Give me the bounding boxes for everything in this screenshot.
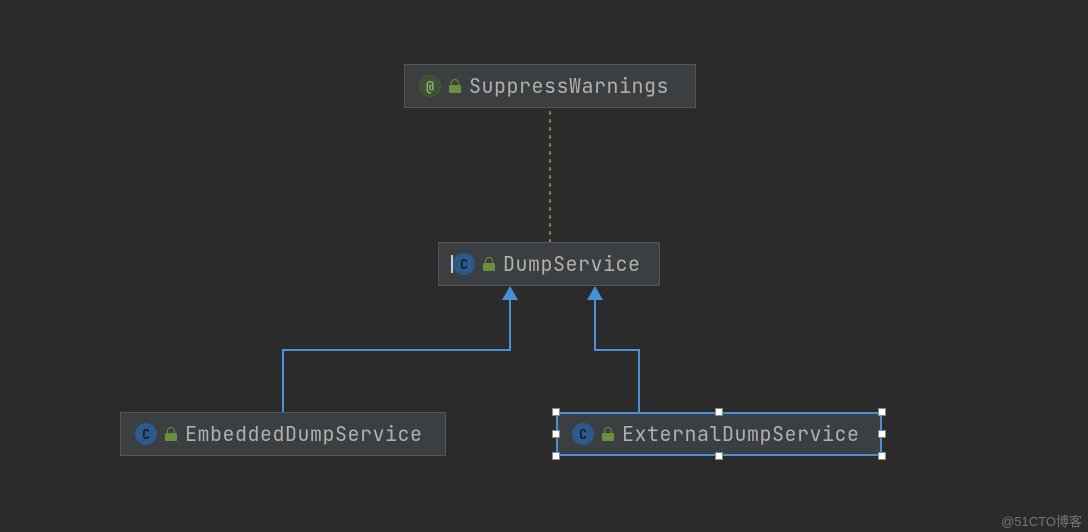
class-icon: C	[135, 423, 157, 445]
selection-handle[interactable]	[552, 430, 560, 438]
class-icon: C	[453, 253, 475, 275]
selection-handle[interactable]	[552, 452, 560, 460]
arrowhead-external	[587, 286, 603, 300]
selection-handle[interactable]	[878, 452, 886, 460]
node-label: EmbeddedDumpService	[185, 421, 423, 447]
class-icon: C	[572, 423, 594, 445]
edge-external-to-dump	[595, 296, 639, 412]
node-externaldumpservice[interactable]: C ExternalDumpService	[556, 412, 882, 456]
arrowhead-embedded	[502, 286, 518, 300]
node-label: ExternalDumpService	[622, 421, 860, 447]
selection-handle[interactable]	[715, 452, 723, 460]
selection-handle[interactable]	[715, 408, 723, 416]
selection-handle[interactable]	[552, 408, 560, 416]
selection-handle[interactable]	[878, 430, 886, 438]
annotation-icon: @	[419, 75, 441, 97]
node-label: DumpService	[503, 251, 641, 277]
watermark: @51CTO博客	[1001, 511, 1082, 530]
node-embeddeddumpservice[interactable]: C EmbeddedDumpService	[120, 412, 446, 456]
selection-handle[interactable]	[878, 408, 886, 416]
lock-icon	[449, 79, 461, 93]
lock-icon	[165, 427, 177, 441]
lock-icon	[483, 257, 495, 271]
node-label: SuppressWarnings	[469, 73, 669, 99]
edge-embedded-to-dump	[283, 296, 510, 412]
node-suppresswarnings[interactable]: @ SuppressWarnings	[404, 64, 696, 108]
node-dumpservice[interactable]: C DumpService	[438, 242, 660, 286]
lock-icon	[602, 427, 614, 441]
